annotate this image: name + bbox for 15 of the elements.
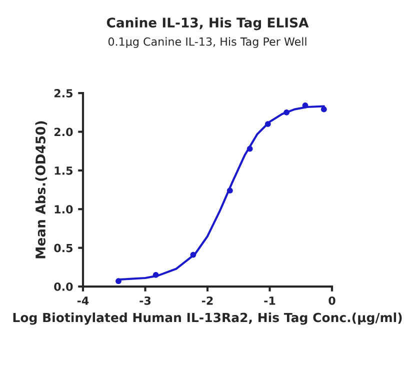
x-tick-label: -2 bbox=[202, 296, 213, 305]
x-tick-label: 0 bbox=[328, 296, 336, 305]
y-tick-label: 0.0 bbox=[54, 282, 73, 291]
x-tick-label: -3 bbox=[140, 296, 151, 305]
chart-title: Canine IL-13, His Tag ELISA bbox=[106, 17, 309, 30]
y-tick-label: 2.0 bbox=[54, 128, 73, 136]
y-tick-label: 2.5 bbox=[54, 89, 72, 98]
y-axis-title: Mean Abs.(OD450) bbox=[35, 121, 48, 258]
x-axis-title: Log Biotinylated Human IL-13Ra2, His Tag Conc.(µg/ml) bbox=[13, 312, 402, 325]
x-tick-label: -4 bbox=[77, 296, 89, 305]
y-tick-label: 1.5 bbox=[54, 166, 72, 175]
chart-subtitle: 0.1µg Canine IL-13, His Tag Per Well bbox=[108, 37, 306, 48]
y-tick-label: 0.5 bbox=[54, 244, 72, 252]
x-tick-label: -1 bbox=[264, 296, 276, 305]
y-tick-label: 1.0 bbox=[54, 205, 73, 214]
